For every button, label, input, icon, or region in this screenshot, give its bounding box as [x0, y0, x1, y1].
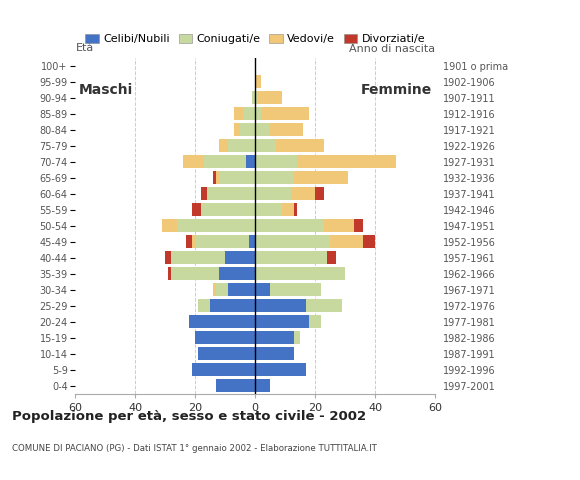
- Bar: [201, 204, 255, 216]
- Bar: [210, 300, 255, 312]
- Bar: [162, 219, 177, 232]
- Bar: [324, 219, 354, 232]
- Bar: [255, 331, 294, 344]
- Bar: [219, 139, 229, 152]
- Bar: [270, 283, 321, 296]
- Bar: [177, 219, 255, 232]
- Bar: [193, 204, 201, 216]
- Bar: [243, 108, 255, 120]
- Bar: [234, 123, 240, 136]
- Bar: [186, 235, 193, 248]
- Bar: [229, 139, 255, 152]
- Bar: [252, 91, 255, 104]
- Bar: [195, 235, 249, 248]
- Bar: [282, 204, 294, 216]
- Bar: [229, 283, 255, 296]
- Text: Maschi: Maschi: [78, 83, 133, 96]
- Bar: [255, 348, 294, 360]
- Text: Popolazione per età, sesso e stato civile - 2002: Popolazione per età, sesso e stato civil…: [12, 410, 366, 423]
- Bar: [255, 204, 282, 216]
- Bar: [198, 348, 255, 360]
- Bar: [306, 300, 342, 312]
- Bar: [219, 171, 255, 184]
- Bar: [240, 123, 255, 136]
- Legend: Celibi/Nubili, Coniugati/e, Vedovi/e, Divorziati/e: Celibi/Nubili, Coniugati/e, Vedovi/e, Di…: [81, 30, 430, 49]
- Bar: [363, 235, 375, 248]
- Bar: [213, 171, 216, 184]
- Bar: [165, 252, 171, 264]
- Bar: [255, 187, 291, 200]
- Bar: [255, 283, 270, 296]
- Bar: [195, 331, 255, 344]
- Bar: [270, 123, 303, 136]
- Bar: [189, 315, 255, 328]
- Bar: [219, 267, 255, 280]
- Bar: [354, 219, 363, 232]
- Bar: [216, 171, 219, 184]
- Bar: [225, 252, 255, 264]
- Bar: [315, 187, 324, 200]
- Bar: [276, 139, 324, 152]
- Bar: [294, 204, 297, 216]
- Bar: [255, 123, 270, 136]
- Text: COMUNE DI PACIANO (PG) - Dati ISTAT 1° gennaio 2002 - Elaborazione TUTTITALIA.IT: COMUNE DI PACIANO (PG) - Dati ISTAT 1° g…: [12, 444, 376, 453]
- Text: Età: Età: [75, 43, 93, 53]
- Bar: [213, 283, 216, 296]
- Bar: [171, 252, 225, 264]
- Bar: [255, 75, 261, 88]
- Bar: [255, 108, 261, 120]
- Text: Femmine: Femmine: [361, 83, 432, 96]
- Bar: [327, 252, 336, 264]
- Bar: [255, 171, 294, 184]
- Bar: [261, 108, 309, 120]
- Bar: [255, 300, 306, 312]
- Bar: [255, 267, 345, 280]
- Bar: [216, 379, 255, 392]
- Bar: [193, 363, 255, 376]
- Bar: [297, 156, 396, 168]
- Bar: [255, 363, 306, 376]
- Bar: [216, 283, 229, 296]
- Bar: [255, 235, 330, 248]
- Bar: [207, 187, 255, 200]
- Bar: [255, 139, 276, 152]
- Text: Anno di nascita: Anno di nascita: [349, 44, 435, 54]
- Bar: [255, 156, 297, 168]
- Bar: [234, 108, 243, 120]
- Bar: [246, 156, 255, 168]
- Bar: [294, 171, 348, 184]
- Bar: [168, 267, 171, 280]
- Bar: [183, 156, 204, 168]
- Bar: [193, 235, 195, 248]
- Bar: [198, 300, 210, 312]
- Bar: [294, 331, 300, 344]
- Bar: [255, 379, 270, 392]
- Bar: [255, 219, 324, 232]
- Bar: [291, 187, 315, 200]
- Bar: [258, 91, 282, 104]
- Bar: [171, 267, 219, 280]
- Bar: [309, 315, 321, 328]
- Bar: [255, 252, 327, 264]
- Bar: [249, 235, 255, 248]
- Bar: [255, 91, 258, 104]
- Bar: [330, 235, 363, 248]
- Bar: [255, 315, 309, 328]
- Bar: [201, 187, 207, 200]
- Bar: [204, 156, 246, 168]
